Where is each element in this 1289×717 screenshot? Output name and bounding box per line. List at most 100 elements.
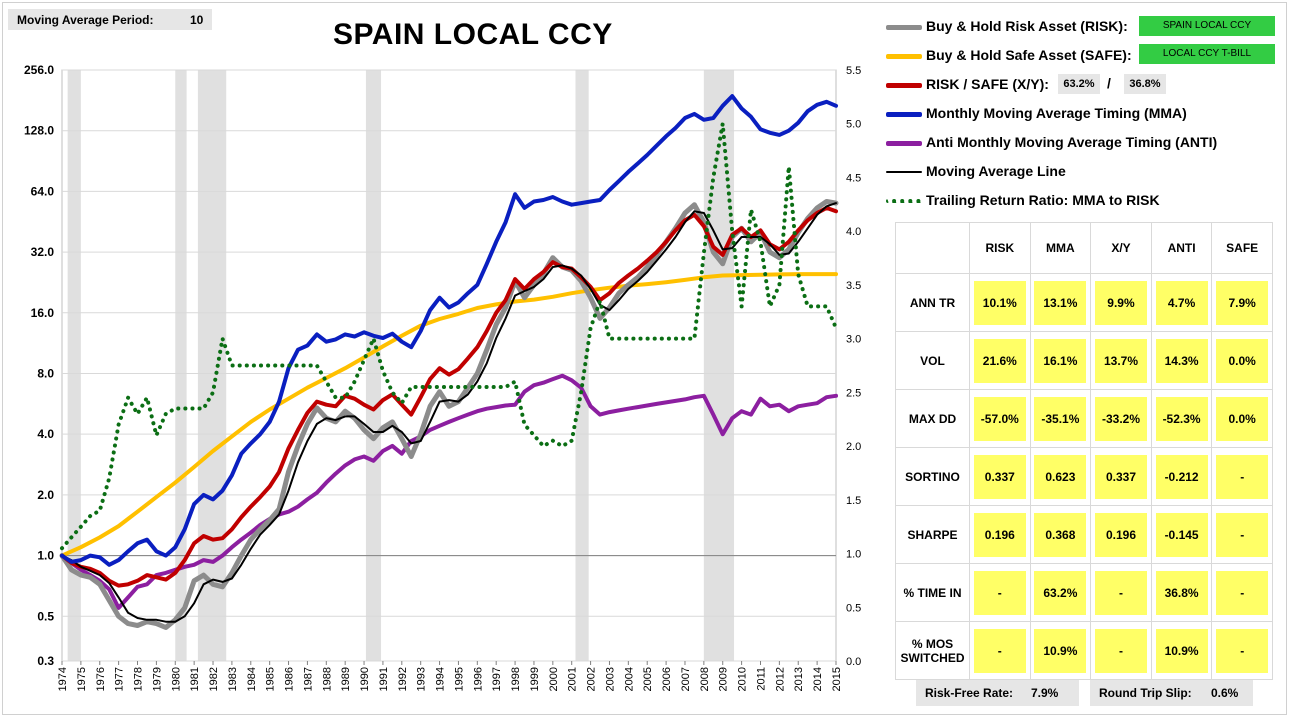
recession-band [365,70,382,661]
stat-value: 0.0% [1216,338,1269,383]
y-left-tick-label: 0.5 [37,609,54,623]
stat-value: 36.8% [1155,570,1208,615]
x-tick-label: 1975 [76,667,88,691]
stat-value: 7.9% [1216,280,1269,325]
legend-xy-label: RISK / SAFE (X/Y): [926,76,1049,92]
y-left-tick-label: 0.3 [37,654,54,668]
stat-value: 63.2% [1034,570,1087,615]
row-label: MAX DD [895,389,970,448]
x-tick-label: 2004 [623,667,635,691]
ma-period-value[interactable]: 10 [190,13,204,27]
y-right-tick-label: 0.5 [846,602,861,614]
moving-average-period-box[interactable]: Moving Average Period: 10 [8,9,212,30]
x-tick-label: 1981 [189,667,201,691]
x-tick-label: 2003 [604,667,616,691]
series-line-moving-average-line [61,202,837,623]
x-tick-label: 2001 [567,667,579,691]
ratio-swatch [886,199,922,203]
stat-value: -35.1% [1034,396,1087,441]
stats-row-sortino: SORTINO 0.337 0.623 0.337 -0.212 - [895,447,1273,506]
stat-value: 0.337 [973,454,1026,499]
x-tick-label: 1989 [340,667,352,691]
stat-value: -0.145 [1155,512,1208,557]
stat-value: 0.196 [1094,512,1147,557]
stats-header-cell [895,222,970,274]
recession-band [197,70,227,661]
x-tick-label: 2000 [548,667,560,691]
round-trip-slip-box[interactable]: Round Trip Slip: 0.6% [1090,680,1253,706]
y-right-tick-label: 1.5 [846,495,861,507]
stat-value: - [973,628,1026,673]
x-tick-label: 1984 [246,667,258,691]
x-tick-label: 1996 [472,667,484,691]
stat-value: 10.9% [1034,628,1087,673]
xy-safe-pct[interactable]: 36.8% [1124,74,1166,94]
chart-title: SPAIN LOCAL CCY [333,18,613,51]
stat-value: - [1216,570,1269,615]
stats-row-sharpe: SHARPE 0.196 0.368 0.196 -0.145 - [895,505,1273,564]
risk-swatch [886,25,922,30]
safe-swatch [886,54,922,59]
stat-value: 0.0% [1216,396,1269,441]
slip-value[interactable]: 0.6% [1211,686,1239,700]
legend-mma-label: Monthly Moving Average Timing (MMA) [926,105,1187,121]
stat-value: 9.9% [1094,280,1147,325]
x-tick-label: 1997 [491,667,503,691]
stats-row-max-dd: MAX DD -57.0% -35.1% -33.2% -52.3% 0.0% [895,389,1273,448]
x-tick-label: 2006 [661,667,673,691]
x-tick-label: 1999 [529,667,541,691]
legend-maline-label: Moving Average Line [926,163,1066,179]
xy-risk-pct[interactable]: 63.2% [1058,74,1100,94]
series-line-x-y [60,205,838,588]
ma-period-label: Moving Average Period: [17,13,154,27]
x-tick-label: 1991 [378,667,390,691]
stat-value: 0.337 [1094,454,1147,499]
x-tick-label: 2008 [699,667,711,691]
row-label: SORTINO [895,447,970,506]
recession-band [67,70,81,661]
x-tick-label: 1976 [95,667,107,691]
rf-label: Risk-Free Rate: [925,686,1014,700]
safe-asset-value[interactable]: LOCAL CCY T-BILL [1139,44,1275,64]
stat-value: - [1216,454,1269,499]
x-tick-label: 1988 [321,667,333,691]
risk-asset-value[interactable]: SPAIN LOCAL CCY [1139,16,1275,36]
risk-free-rate-box[interactable]: Risk-Free Rate: 7.9% [916,680,1079,706]
stat-value: 10.9% [1155,628,1208,673]
rf-value[interactable]: 7.9% [1031,686,1059,700]
x-tick-label: 1993 [416,667,428,691]
performance-chart: 256.0 128.0 64.0 32.0 16.0 8.0 4.0 2.0 1.0 0.5 0.3… [24,63,861,691]
x-tick-label: 1994 [435,667,447,691]
y-left-tick-label: 1.0 [37,549,54,563]
recession-band [575,70,589,661]
y-left-tick-label: 2.0 [37,488,54,502]
stat-value: 13.7% [1094,338,1147,383]
x-tick-label: 2012 [774,667,786,691]
x-tick-label: 2010 [737,667,749,691]
x-tick-label: 2013 [793,667,805,691]
y-right-tick-label: 2.0 [846,441,861,453]
y-left-tick-label: 4.0 [37,427,54,441]
x-tick-label: 2011 [755,667,767,691]
y-right-tick-label: 5.5 [846,65,861,77]
stat-value: 4.7% [1155,280,1208,325]
legend-safe-label: Buy & Hold Safe Asset (SAFE): [926,47,1132,63]
row-label: % TIME IN [895,563,970,622]
x-tick-label: 1977 [114,667,126,691]
x-tick-label: 2007 [680,667,692,691]
xy-swatch [886,83,922,88]
stat-value: - [1216,512,1269,557]
y-right-tick-label: 3.5 [846,280,861,292]
stat-value: - [973,570,1026,615]
stats-header-row: RISK MMA X/Y ANTI SAFE [895,222,1273,274]
y-right-tick-label: 5.0 [846,119,861,131]
stat-value: 0.623 [1034,454,1087,499]
series-line-anti [60,373,838,610]
y-left-tick-label: 8.0 [37,366,54,380]
y-left-tick-label: 64.0 [31,184,55,198]
y-left-tick-label: 128.0 [24,124,54,138]
stats-header-cell: MMA [1029,222,1092,274]
stat-value: 21.6% [973,338,1026,383]
stats-table: RISK MMA X/Y ANTI SAFE ANN TR 10.1% 13.1… [895,222,1273,680]
x-tick-label: 2014 [812,667,824,691]
